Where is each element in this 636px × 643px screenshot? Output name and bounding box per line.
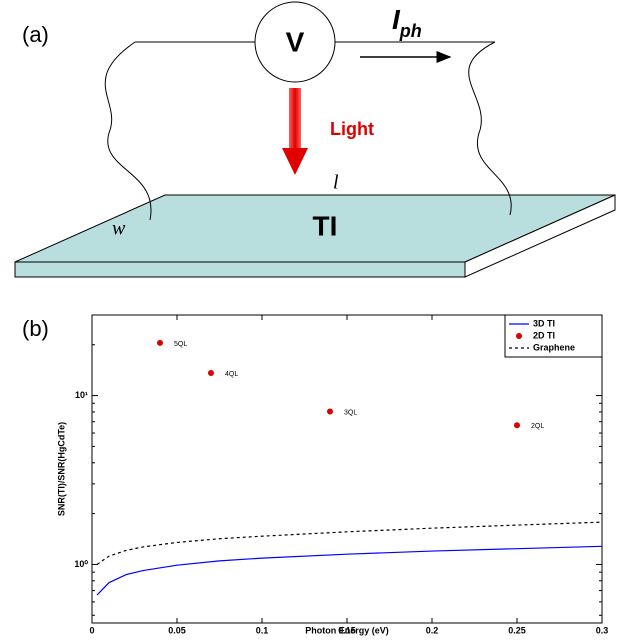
legend-marker — [516, 333, 522, 339]
legend-label: 3D TI — [533, 318, 555, 328]
current-subscript: ph — [399, 21, 422, 41]
slab-front — [14, 261, 466, 278]
x-tick-label: 0.3 — [596, 625, 609, 635]
point-label: 3QL — [344, 409, 357, 416]
material-label: TI — [313, 210, 338, 241]
x-tick-label: 0.1 — [256, 625, 269, 635]
y-tick-label: 10¹ — [75, 390, 88, 400]
data-point — [327, 408, 333, 415]
series-line — [96, 545, 603, 596]
legend-label: 2D TI — [533, 330, 555, 340]
series-line — [96, 521, 603, 565]
data-point — [157, 339, 163, 346]
current-label: Iph — [392, 4, 422, 40]
data-point — [208, 370, 214, 377]
current-symbol: I — [392, 4, 401, 35]
x-tick-label: 0 — [89, 625, 94, 635]
x-axis-label: Photon Energy (eV) — [305, 625, 389, 635]
slab-side — [464, 194, 616, 278]
light-arrow-head — [282, 148, 308, 175]
light-arrow-shaft — [289, 88, 301, 148]
voltmeter — [254, 1, 336, 83]
panel-label: (b) — [22, 316, 49, 341]
legend-label: Graphene — [533, 342, 575, 352]
x-tick-label: 0.2 — [426, 625, 439, 635]
point-label: 2QL — [531, 423, 544, 430]
x-tick-label: 0.05 — [168, 625, 186, 635]
meter-label: V — [286, 26, 305, 57]
width-label: w — [112, 218, 126, 240]
point-label: 4QL — [225, 371, 238, 378]
light-label: Light — [330, 119, 374, 139]
length-label: l — [333, 172, 339, 194]
wire — [468, 41, 512, 216]
x-tick-label: 0.15 — [338, 625, 356, 635]
data-point — [514, 422, 520, 429]
x-tick-label: 0.25 — [508, 625, 526, 635]
panel-label: (a) — [22, 22, 49, 47]
point-label: 5QL — [174, 341, 187, 348]
plot-frame — [91, 314, 603, 624]
y-axis-label: SNR(TI)/SNR(HgCdTe) — [56, 422, 66, 516]
y-tick-label: 10⁰ — [74, 559, 88, 569]
wire — [104, 41, 152, 221]
